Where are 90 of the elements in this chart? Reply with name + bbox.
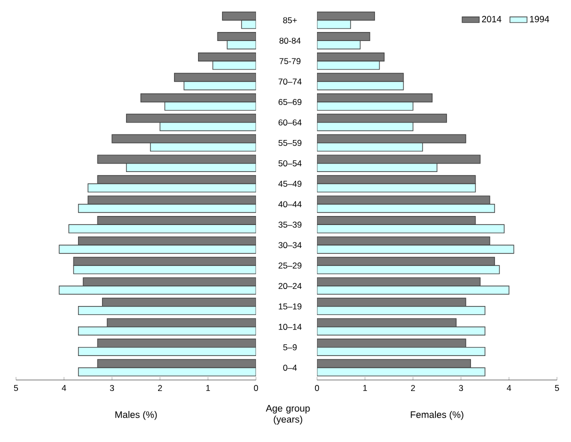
- bar: [97, 154, 256, 164]
- x-tick-label: 2: [158, 385, 162, 391]
- bar: [317, 244, 514, 254]
- bar: [317, 306, 486, 316]
- bar: [78, 326, 256, 336]
- bar: [317, 265, 500, 274]
- bar: [317, 162, 438, 172]
- y-tick-label: 65–69: [278, 99, 302, 106]
- y-tick-label: 50–54: [278, 160, 302, 166]
- bar: [97, 359, 256, 368]
- bar: [58, 286, 256, 295]
- bar: [317, 196, 490, 205]
- y-tick-label: 45–49: [278, 180, 302, 187]
- bar: [97, 175, 256, 184]
- bar: [317, 204, 495, 213]
- y-axis-title: Age group (years): [266, 405, 310, 425]
- bar: [317, 134, 466, 144]
- y-tick-label: 55–59: [278, 140, 302, 146]
- bar: [126, 114, 256, 123]
- bar: [317, 183, 476, 192]
- y-tick-label: 80-84: [280, 38, 301, 44]
- bar: [112, 134, 256, 144]
- bar: [78, 306, 256, 316]
- bar: [317, 216, 476, 226]
- x-tick-label: 4: [62, 385, 66, 391]
- bar: [317, 52, 385, 62]
- bar: [73, 265, 256, 274]
- bar: [97, 338, 256, 348]
- y-tick-label: 85+: [283, 17, 297, 24]
- x-tick-label: 1: [363, 385, 367, 391]
- bar: [68, 224, 256, 234]
- legend-label: 2014: [482, 16, 502, 22]
- y-tick-label: 20–24: [278, 282, 302, 289]
- bar: [73, 256, 256, 266]
- bar: [88, 196, 256, 205]
- bar: [317, 367, 486, 376]
- bar: [317, 154, 481, 164]
- y-tick-label: 30–34: [278, 242, 302, 248]
- y-tick-label: 25–29: [278, 262, 302, 269]
- bar: [317, 93, 433, 102]
- bar: [78, 236, 256, 246]
- x-axis-title: Males (%): [115, 411, 157, 420]
- bar: [317, 359, 471, 368]
- bar: [150, 142, 256, 152]
- y-tick-label: 70–74: [278, 78, 302, 85]
- bar: [317, 346, 486, 356]
- bar: [317, 142, 423, 152]
- x-tick-label: 4: [506, 385, 512, 391]
- bar: [102, 298, 256, 307]
- y-tick-label: 10–14: [278, 324, 302, 330]
- bar: [317, 286, 510, 295]
- x-tick-label: 5: [554, 385, 560, 391]
- y-tick-label: 40–44: [278, 201, 302, 208]
- bar: [140, 93, 256, 102]
- y-tick-label: 75-79: [280, 58, 300, 64]
- x-tick-label: 0: [254, 385, 258, 392]
- bar: [317, 256, 495, 266]
- bar: [78, 346, 256, 356]
- bar: [126, 162, 256, 172]
- y-tick-label: 0–4: [283, 364, 297, 371]
- x-tick-label: 0: [314, 385, 320, 392]
- bar: [78, 367, 256, 376]
- bar: [82, 277, 256, 286]
- bar: [317, 277, 481, 286]
- bar: [317, 326, 486, 336]
- bar: [317, 236, 490, 246]
- bar: [58, 244, 256, 254]
- y-tick-label: 5–9: [283, 344, 297, 350]
- y-tick-label: 35–39: [278, 222, 302, 228]
- x-tick-label: 5: [14, 385, 18, 391]
- x-tick-label: 3: [110, 385, 114, 392]
- bar: [317, 224, 505, 234]
- bar: [317, 298, 466, 307]
- bar: [106, 318, 256, 328]
- bar: [78, 204, 256, 213]
- y-tick-label: 15–19: [278, 303, 302, 310]
- x-tick-label: 2: [411, 385, 415, 391]
- x-tick-label: 3: [458, 385, 463, 392]
- bar: [317, 114, 447, 123]
- bar: [317, 338, 466, 348]
- legend-label: 1994: [530, 16, 550, 22]
- x-axis-title: Females (%): [410, 411, 464, 420]
- y-tick-label: 60–64: [278, 119, 302, 126]
- bar: [88, 183, 256, 192]
- x-tick-label: 1: [206, 385, 210, 391]
- bar: [164, 102, 256, 111]
- bar: [317, 175, 476, 184]
- bar: [317, 318, 457, 328]
- bar: [97, 216, 256, 226]
- bar: [198, 52, 256, 62]
